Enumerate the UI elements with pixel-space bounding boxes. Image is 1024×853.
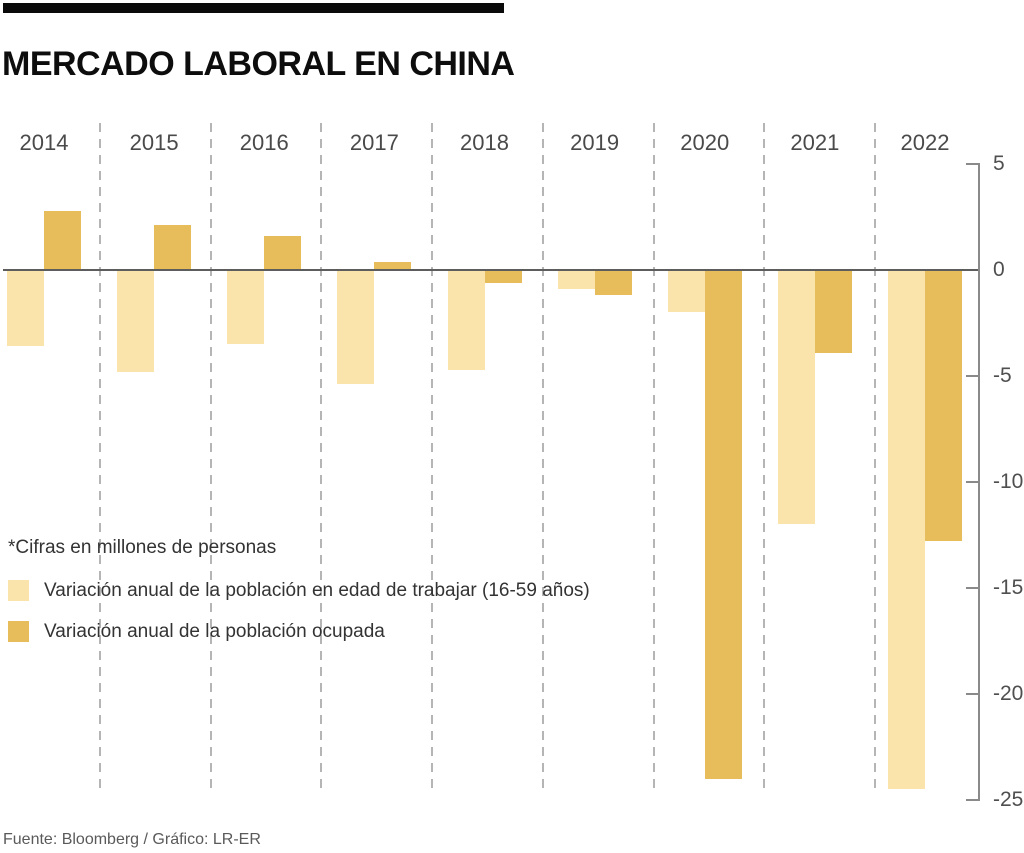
bar-2017-working-age <box>337 270 375 385</box>
bar-2015-employed <box>154 225 192 270</box>
y-axis-label--10: -10 <box>993 470 1024 493</box>
bar-2014-employed <box>44 210 81 270</box>
bar-2016-working-age <box>227 270 265 345</box>
y-axis-tick-5 <box>966 163 980 165</box>
legend-label-employed: Variación anual de la población ocupada <box>44 621 385 642</box>
year-label-2020: 2020 <box>680 130 730 155</box>
legend-note: *Cifras en millones de personas <box>8 537 277 558</box>
bar-2017-employed <box>374 261 412 270</box>
y-axis-tick--25 <box>966 799 980 801</box>
zero-baseline <box>3 269 980 271</box>
bar-2015-working-age <box>117 270 155 372</box>
y-axis-tick--15 <box>966 587 980 589</box>
year-separator-line <box>873 123 876 790</box>
bar-2020-working-age <box>667 270 705 313</box>
bar-2014-working-age <box>7 270 44 347</box>
page-title: MERCADO LABORAL EN CHINA <box>2 44 515 83</box>
y-axis-label--5: -5 <box>993 364 1012 387</box>
y-axis-label--25: -25 <box>993 788 1024 811</box>
bar-2018-working-age <box>447 270 485 370</box>
year-separator-line <box>541 123 544 790</box>
y-axis-label--20: -20 <box>993 682 1024 705</box>
year-label-2021: 2021 <box>790 130 840 155</box>
bar-2022-employed <box>925 270 962 542</box>
y-axis-tick--20 <box>966 693 980 695</box>
legend-swatch-employed <box>8 621 29 642</box>
year-separator-line <box>431 123 434 790</box>
y-axis-label--15: -15 <box>993 576 1024 599</box>
year-label-2017: 2017 <box>349 130 399 155</box>
bar-2016-employed <box>264 236 302 270</box>
bar-2019-working-age <box>557 270 595 290</box>
y-axis-label-5: 5 <box>993 152 1005 175</box>
year-separator-line <box>763 123 766 790</box>
year-separator-line <box>99 123 101 790</box>
legend-label-working-age: Variación anual de la población en edad … <box>44 580 590 601</box>
title-accent-bar <box>3 3 504 13</box>
bar-2020-employed <box>704 270 742 779</box>
legend-swatch-working-age <box>8 580 29 601</box>
bar-2019-employed <box>594 270 632 296</box>
legend-item-employed: Variación anual de la población ocupada <box>8 621 385 643</box>
year-label-2016: 2016 <box>239 130 289 155</box>
bar-2021-working-age <box>777 270 815 525</box>
year-label-2015: 2015 <box>129 130 179 155</box>
year-separator-line <box>209 123 212 790</box>
bar-2018-employed <box>484 270 522 283</box>
source-line: Fuente: Bloomberg / Gráfico: LR-ER <box>3 831 261 848</box>
year-label-2022: 2022 <box>900 130 950 155</box>
year-label-2019: 2019 <box>570 130 620 155</box>
year-separator-line <box>652 123 655 790</box>
year-label-2014: 2014 <box>19 130 69 155</box>
y-axis-tick--5 <box>966 375 980 377</box>
bar-2022-working-age <box>888 270 925 790</box>
y-axis-line <box>978 164 980 801</box>
y-axis-label-0: 0 <box>993 258 1005 281</box>
year-label-2018: 2018 <box>460 130 509 155</box>
year-separator-line <box>320 123 323 790</box>
legend-item-working-age: Variación anual de la población en edad … <box>8 580 590 602</box>
bar-2021-employed <box>814 270 852 353</box>
y-axis-tick--10 <box>966 481 980 483</box>
